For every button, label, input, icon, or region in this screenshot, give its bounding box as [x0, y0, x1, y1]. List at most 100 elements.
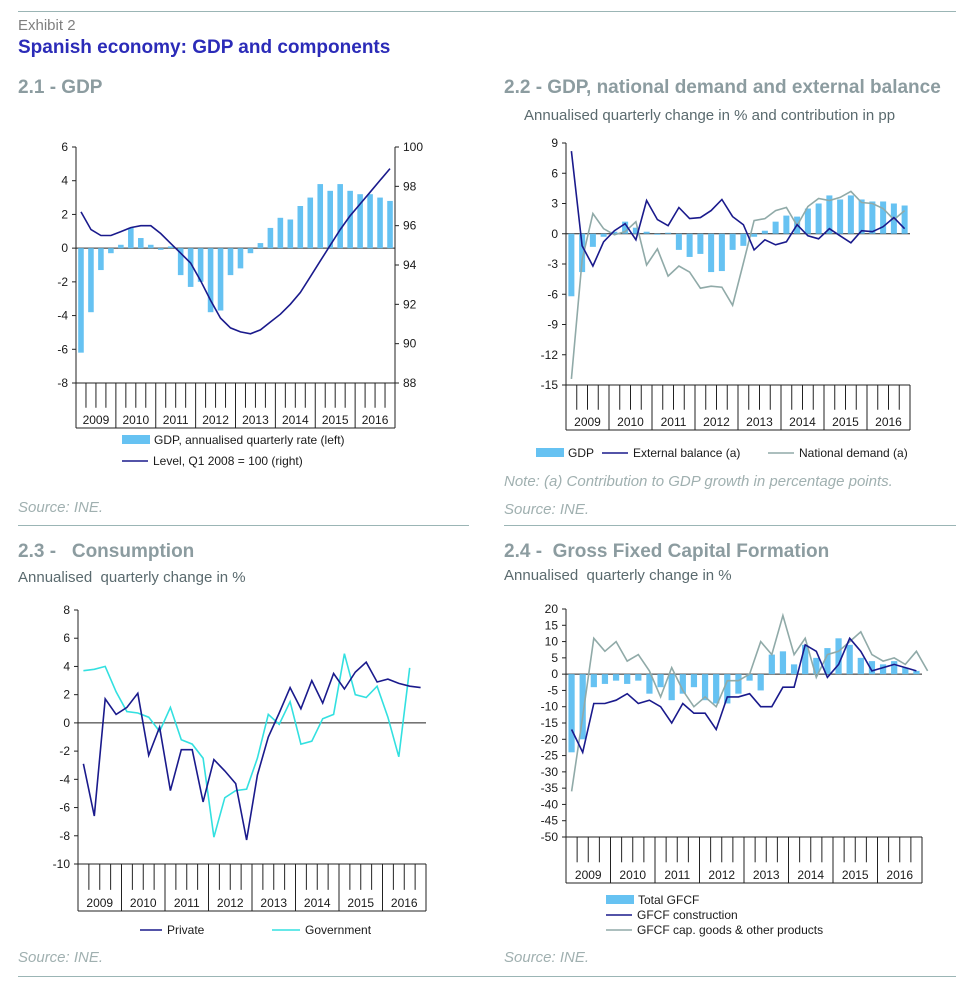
gdp-bar: [247, 248, 254, 254]
y-tick-label: -6: [547, 287, 558, 301]
legend-swatch: [122, 435, 150, 444]
gfcf-bar: [612, 674, 620, 681]
x-year-label: 2011: [163, 413, 189, 427]
x-year-label: 2016: [391, 896, 418, 910]
top-rule: [18, 11, 956, 12]
gdp-bar: [654, 233, 661, 235]
panel-4-title: 2.4 - Gross Fixed Capital Formation: [504, 541, 830, 562]
x-year-label: 2015: [322, 413, 349, 427]
gdp-bar: [78, 248, 84, 353]
legend-label: Private: [167, 923, 205, 937]
x-year-label: 2009: [83, 413, 110, 427]
y-tick-label: -10: [53, 857, 71, 871]
gfcf-bar: [635, 674, 642, 681]
gdp-bar: [675, 233, 682, 250]
gdp-bar: [357, 194, 363, 249]
x-year-label: 2013: [753, 868, 780, 882]
legend-label: National demand (a): [799, 446, 908, 460]
x-year-label: 2016: [875, 415, 902, 429]
legend-label: GDP: [568, 446, 594, 460]
y-tick-label-right: 98: [403, 179, 417, 193]
gdp-bar: [337, 184, 343, 249]
y-tick-label: -2: [59, 744, 70, 758]
y-tick-label-right: 88: [403, 376, 417, 390]
y-tick-label: 2: [63, 688, 70, 702]
gdp-bar: [815, 203, 822, 234]
gdp-bar: [772, 221, 779, 234]
panel-1-title: 2.1 - GDP: [18, 77, 103, 98]
y-tick-label: 5: [551, 651, 558, 665]
x-year-label: 2010: [130, 896, 157, 910]
legend-label: External balance (a): [633, 446, 740, 460]
x-year-label: 2010: [617, 415, 644, 429]
y-tick-label: 6: [63, 631, 70, 645]
gfcf-capgoods-line: [570, 612, 929, 792]
gdp-bar: [600, 233, 607, 237]
y-tick-label: 9: [551, 136, 558, 150]
y-tick-label: -4: [59, 772, 70, 786]
gfcf-bar: [913, 670, 920, 675]
x-year-label: 2016: [886, 868, 913, 882]
bottom-rule: [18, 976, 956, 977]
gfcf-construction-line: [570, 636, 917, 755]
gfcf-bar: [768, 654, 775, 675]
x-year-label: 2013: [746, 415, 773, 429]
panel-4-source: Source: INE.: [504, 949, 590, 966]
x-year-label: 2016: [362, 413, 389, 427]
gdp-bar: [118, 244, 124, 249]
y-tick-label: 0: [551, 667, 558, 681]
x-year-label: 2009: [574, 415, 601, 429]
gdp-bar: [858, 199, 865, 234]
x-year-label: 2015: [347, 896, 374, 910]
gdp-bar: [387, 200, 393, 249]
gdp-bar: [327, 190, 333, 249]
x-year-label: 2010: [122, 413, 149, 427]
gdp-bar: [708, 233, 715, 273]
gfcf-bar: [746, 674, 753, 681]
gfcf-bar: [657, 674, 664, 688]
gdp-bar: [729, 233, 736, 250]
gdp-bar: [880, 201, 887, 234]
gdp-bar: [307, 197, 314, 249]
gfcf-bar: [646, 674, 653, 694]
gdp-bar: [579, 233, 586, 273]
x-year-label: 2012: [217, 896, 244, 910]
x-year-label: 2015: [832, 415, 859, 429]
y-tick-label: -12: [541, 348, 559, 362]
x-year-label: 2010: [619, 868, 646, 882]
y-tick-label: -5: [547, 683, 558, 697]
gdp-bar: [869, 201, 876, 234]
gdp-bar: [367, 194, 373, 249]
x-year-label: 2013: [242, 413, 269, 427]
gfcf-bar: [757, 674, 764, 691]
legend-label: GFCF cap. goods & other products: [637, 923, 823, 937]
panel-4-subtitle: Annualised quarterly change in %: [504, 567, 732, 584]
y-tick-label: 6: [551, 166, 558, 180]
gdp-bar: [287, 219, 294, 249]
y-tick-label: -20: [541, 732, 559, 746]
gdp-bar: [267, 227, 274, 249]
y-tick-label: 3: [551, 197, 558, 211]
gdp-bar: [197, 248, 204, 282]
gfcf-bar: [601, 674, 609, 684]
gdp-bar: [347, 190, 353, 249]
government-line: [83, 653, 411, 838]
legend-label: Total GFCF: [638, 893, 699, 907]
gdp-bar: [227, 248, 234, 276]
gdp-bar: [217, 248, 224, 311]
gdp-bar: [718, 233, 725, 272]
y-tick-label-right: 94: [403, 258, 417, 272]
y-tick-label-right: 96: [403, 219, 417, 233]
y-tick-label: -8: [59, 829, 70, 843]
panel-3-title: 2.3 - Consumption: [18, 541, 195, 562]
gdp-bar: [277, 217, 284, 249]
y-tick-label-right: 92: [403, 297, 417, 311]
national-demand-line: [570, 190, 906, 379]
gdp-bar: [568, 233, 575, 297]
x-year-label: 2011: [664, 868, 690, 882]
panel-2-source: Source: INE.: [504, 501, 590, 518]
gdp-bar: [207, 248, 214, 313]
legend-label: GFCF construction: [637, 908, 738, 922]
gdp-bar: [783, 215, 790, 234]
gfcf-bar: [868, 661, 876, 675]
